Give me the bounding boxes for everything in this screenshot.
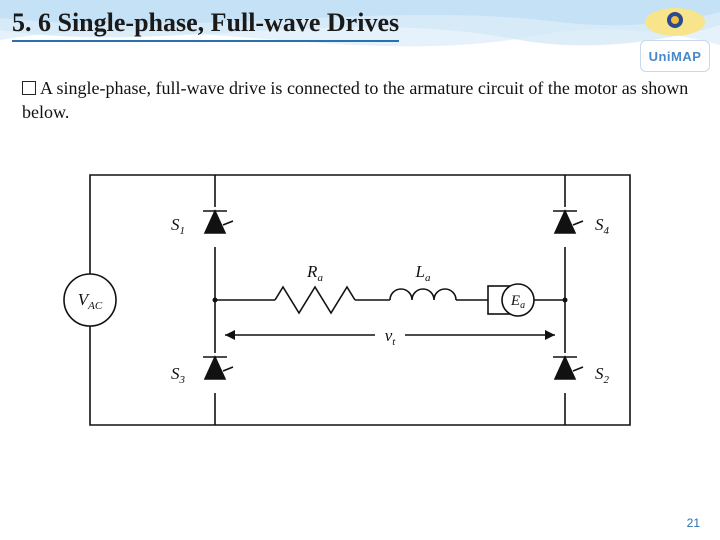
svg-text:S4: S4 [595,215,610,237]
body-paragraph: A single-phase, full-wave drive is conne… [0,46,720,125]
bullet-box-icon [22,81,36,95]
scr-s1: S1 [171,207,233,247]
resistor-ra [275,287,355,313]
page-number: 21 [687,516,700,530]
resistor-label: Ra [306,262,323,284]
body-text-content: A single-phase, full-wave drive is conne… [22,78,688,122]
inductor-la [390,289,456,300]
slide-title: 5. 6 Single-phase, Full-wave Drives [12,8,399,42]
scr-s3: S3 [171,353,233,393]
svg-text:S1: S1 [171,215,185,237]
slide-header: 5. 6 Single-phase, Full-wave Drives [0,0,720,46]
svg-text:S2: S2 [595,364,610,386]
inductor-label: La [415,262,431,284]
svg-text:S3: S3 [171,364,186,386]
circuit-group: VAC S1 S3 [64,175,630,425]
circuit-diagram: VAC S1 S3 [60,155,660,445]
logo-top [640,6,710,38]
vt-arrow: vt [225,325,555,348]
scr-s4: S4 [550,207,610,247]
scr-s2: S2 [550,353,610,393]
